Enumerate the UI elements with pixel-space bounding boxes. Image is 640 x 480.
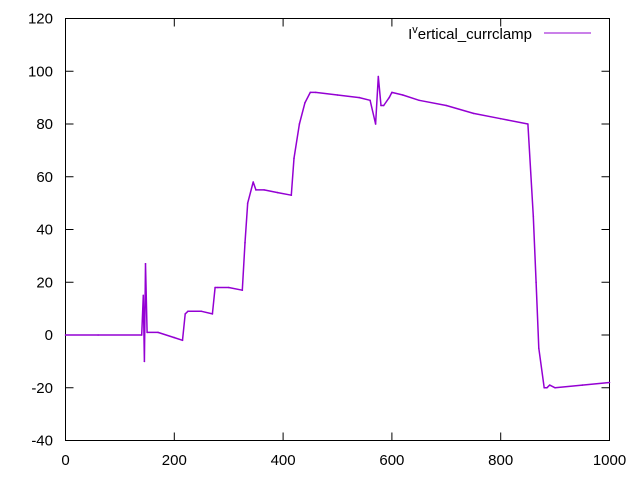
data-point	[200, 310, 203, 313]
data-point	[336, 94, 339, 96]
y-axis: -40 -20 0 20 40 60 80 100 120	[28, 11, 610, 450]
data-point	[227, 286, 230, 289]
y-tick-label: 100	[28, 63, 53, 80]
data-point	[402, 94, 404, 96]
data-point	[538, 347, 540, 350]
data-point	[142, 294, 145, 297]
data-point	[64, 334, 67, 336]
y-tick-label: 60	[36, 169, 53, 186]
data-point	[418, 99, 420, 102]
data-point	[377, 75, 380, 78]
x-tick-label: 400	[271, 452, 296, 469]
data-point	[374, 123, 377, 125]
legend: Ivertical_currclamp	[408, 24, 591, 43]
y-tick-label: -20	[31, 380, 53, 397]
data-point	[535, 281, 537, 284]
data-point	[143, 360, 146, 363]
data-point	[382, 104, 385, 107]
x-tick-label: 0	[61, 452, 69, 469]
x-tick-label: 200	[162, 452, 187, 469]
data-point	[581, 384, 584, 386]
data-point	[187, 310, 189, 313]
data-point	[499, 117, 502, 120]
data-point	[293, 157, 295, 160]
x-tick-label: 600	[379, 452, 404, 469]
y-tick-label: 0	[45, 327, 53, 344]
data-point	[252, 181, 254, 183]
data-point	[532, 215, 535, 218]
y-tick-label: 40	[36, 222, 53, 239]
data-point	[146, 331, 148, 334]
series-line	[65, 75, 610, 389]
data-point	[217, 286, 219, 289]
data-point	[140, 334, 143, 336]
data-point	[157, 331, 159, 334]
data-point	[369, 99, 371, 102]
data-point	[184, 313, 186, 315]
data-point	[97, 334, 99, 336]
data-point	[527, 123, 529, 125]
data-point	[214, 286, 216, 289]
data-point	[276, 191, 279, 194]
data-point	[554, 387, 556, 389]
data-point	[380, 104, 382, 107]
data-point	[314, 91, 317, 94]
legend-label: Ivertical_currclamp	[408, 24, 532, 43]
x-tick-label: 1000	[593, 452, 626, 469]
data-point	[263, 189, 265, 191]
y-tick-label: 120	[28, 11, 53, 28]
data-point	[472, 112, 475, 115]
data-point	[241, 289, 244, 292]
data-point	[211, 313, 214, 315]
data-point	[546, 387, 548, 389]
data-point	[181, 339, 184, 342]
data-point	[255, 189, 257, 191]
y-tick-label: 80	[36, 116, 53, 133]
y-tick-label: -40	[31, 433, 53, 450]
data-point	[445, 104, 448, 107]
x-tick-label: 800	[488, 452, 513, 469]
data-point	[391, 91, 393, 94]
data-point	[246, 202, 249, 204]
series-layer	[64, 75, 611, 389]
data-point	[608, 381, 611, 384]
x-axis: 0 200 400 600 800 1000	[61, 18, 626, 469]
data-point	[309, 91, 312, 94]
data-point	[543, 387, 545, 389]
data-point	[388, 96, 391, 99]
data-point	[298, 123, 301, 125]
data-point	[358, 96, 361, 99]
data-point	[548, 384, 551, 386]
data-point	[290, 194, 293, 196]
data-point	[144, 263, 147, 265]
data-point	[173, 336, 176, 339]
data-point	[244, 241, 246, 244]
y-tick-label: 20	[36, 274, 53, 291]
data-point	[304, 102, 306, 104]
